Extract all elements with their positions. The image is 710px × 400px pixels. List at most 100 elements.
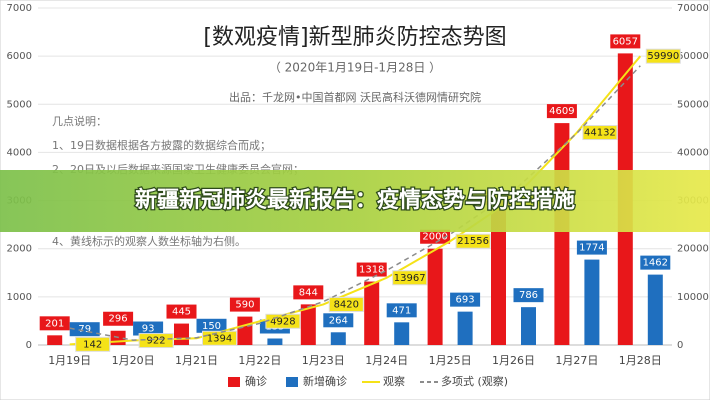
label-box <box>455 233 491 249</box>
y-tick-label: 5000 <box>7 99 32 110</box>
y2-tick-label: 0 <box>677 340 683 351</box>
trend-line <box>69 65 641 341</box>
label-box <box>103 311 134 326</box>
data-label: 44132 <box>584 128 616 139</box>
data-label: 264 <box>329 315 348 326</box>
y2-tick-label: 10000 <box>677 292 709 303</box>
y-tick-label: 6000 <box>7 51 32 62</box>
label-box <box>196 318 227 333</box>
label-box <box>75 336 111 352</box>
y-tick-label: 1000 <box>7 292 32 303</box>
y2-tick-label: 60000 <box>677 51 709 62</box>
data-label: 786 <box>519 290 538 301</box>
x-tick-label: 1月23日 <box>302 354 345 367</box>
label-box <box>610 34 641 49</box>
label-box <box>356 262 387 277</box>
data-label: 2000 <box>422 232 447 243</box>
x-tick-label: 1月20日 <box>112 354 155 367</box>
legend-label: 确诊 <box>245 374 267 388</box>
note: 4、黄线标示的观察人数坐标轴为右侧。 <box>52 234 246 248</box>
label-box <box>166 304 197 319</box>
x-tick-label: 1月26日 <box>492 354 535 367</box>
bar <box>267 338 283 345</box>
y-tick-label: 7000 <box>7 3 32 14</box>
label-box <box>392 270 428 286</box>
subtitle: （ 2020年1月19日-1月28日 ） <box>269 61 441 75</box>
data-label: 93 <box>142 324 155 335</box>
x-tick-label: 1月22日 <box>238 354 281 367</box>
bar <box>491 210 506 345</box>
legend-label: 新增确诊 <box>303 374 347 388</box>
label-box <box>420 229 451 244</box>
label-box <box>582 125 618 141</box>
label-box <box>645 48 681 64</box>
data-label: 8420 <box>334 299 359 310</box>
data-label: 922 <box>147 336 166 347</box>
label-box <box>513 288 544 303</box>
bar <box>47 335 63 345</box>
legend-label: 观察 <box>383 374 405 388</box>
label-box <box>450 292 481 307</box>
x-tick-label: 1月24日 <box>365 354 408 367</box>
y2-tick-label: 50000 <box>677 99 709 110</box>
chart-title: [数观疫情]新型肺炎防控态势图 <box>203 25 506 50</box>
bar <box>427 248 443 345</box>
data-label: 201 <box>45 318 64 329</box>
banner <box>0 170 710 232</box>
data-label: 79 <box>78 324 91 335</box>
label-box <box>546 104 577 119</box>
bar <box>330 332 346 345</box>
data-label: 590 <box>235 300 254 311</box>
bar <box>457 311 473 345</box>
data-label: 445 <box>172 307 191 318</box>
bar <box>364 281 380 345</box>
note: 几点说明： <box>52 114 107 128</box>
data-label: 142 <box>83 339 102 350</box>
data-label: 1394 <box>207 333 232 344</box>
data-label: 21556 <box>457 236 489 247</box>
data-label: 13967 <box>394 273 426 284</box>
bar <box>554 123 570 345</box>
data-label: 1462 <box>643 258 668 269</box>
x-tick-label: 1月28日 <box>619 354 662 367</box>
data-label: 150 <box>202 321 221 332</box>
legend-swatch <box>228 377 240 387</box>
label-box <box>293 285 324 300</box>
bar <box>521 307 536 345</box>
label-box <box>323 313 354 328</box>
bar <box>394 322 410 345</box>
label-box <box>640 255 671 270</box>
label-box <box>39 316 70 331</box>
data-label: 1318 <box>359 265 384 276</box>
y-tick-label: 2000 <box>7 244 32 255</box>
label-box <box>229 297 260 312</box>
data-label: 693 <box>456 295 475 306</box>
banner-text: 新疆新冠肺炎最新报告：疫情态势与防控措施 <box>135 187 575 213</box>
legend-swatch <box>286 377 298 387</box>
data-label: 1774 <box>579 243 604 254</box>
bar <box>647 274 663 345</box>
data-label: 59990 <box>647 51 679 62</box>
data-label: 296 <box>109 314 128 325</box>
label-box <box>386 303 417 318</box>
legend-label: 多项式 (观察) <box>441 374 508 388</box>
x-tick-label: 1月19日 <box>48 354 91 367</box>
label-box <box>328 296 364 312</box>
bar <box>584 259 600 345</box>
x-tick-label: 1月27日 <box>555 354 598 367</box>
data-label: 6057 <box>613 36 638 47</box>
bar <box>237 316 253 345</box>
bar <box>300 304 316 345</box>
data-label: 4928 <box>270 316 295 327</box>
label-box <box>576 240 607 255</box>
source: 出品：千龙网•中国首都网 沃民高科沃德网情研究院 <box>229 90 481 104</box>
data-label: 844 <box>299 287 318 298</box>
bar <box>174 323 189 345</box>
x-tick-label: 1月25日 <box>429 354 472 367</box>
y-tick-label: 0 <box>26 340 32 351</box>
data-label: 4609 <box>549 106 574 117</box>
y2-tick-label: 40000 <box>677 147 709 158</box>
y2-tick-label: 70000 <box>677 3 709 14</box>
label-box <box>202 330 237 346</box>
